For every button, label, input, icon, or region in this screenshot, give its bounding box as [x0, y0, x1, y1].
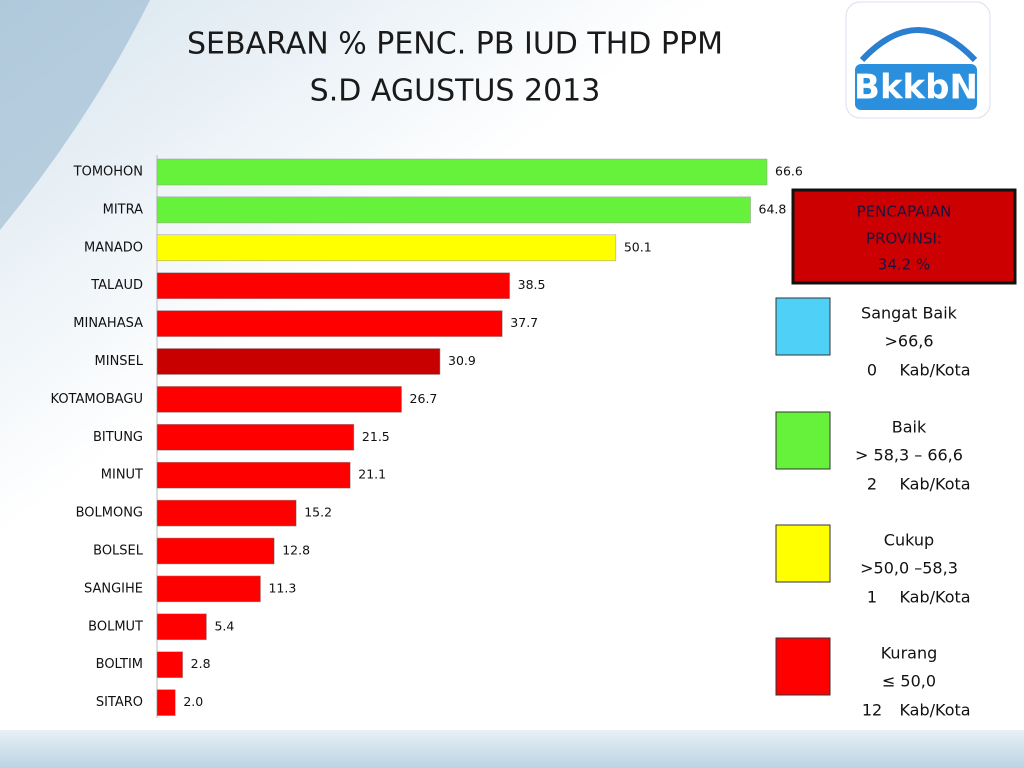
value-label: 66.6 [775, 164, 803, 179]
legend-count: 2 [867, 475, 877, 494]
legend-label: Kurang [881, 644, 938, 663]
annotation: PROVINSI: [866, 230, 942, 248]
annotation: PENCAPAIAN [857, 203, 952, 221]
bar [156, 613, 207, 641]
y-tick-label: MINUT [101, 468, 143, 483]
bar [156, 234, 617, 262]
bar [156, 348, 441, 375]
bar [156, 651, 183, 678]
y-tick-label: MANADO [84, 240, 143, 255]
value-label: 2.0 [183, 694, 203, 709]
bar [156, 196, 751, 224]
value-label: 21.5 [362, 429, 390, 444]
value-label: 21.1 [358, 467, 386, 482]
legend-range: >66,6 [884, 332, 933, 351]
y-tick-label: TALAUD [90, 278, 143, 293]
logo-arc [859, 27, 978, 63]
legend-unit: Kab/Kota [899, 588, 970, 607]
legend-unit: Kab/Kota [899, 361, 970, 380]
value-label: 15.2 [304, 505, 332, 520]
value-label: 38.5 [518, 277, 546, 292]
annotation: 34.2 % [878, 256, 930, 274]
value-label: 30.9 [448, 353, 476, 368]
value-label: 11.3 [268, 580, 296, 595]
annotation-box [791, 188, 1017, 285]
legend-swatch [775, 524, 831, 583]
y-tick-label: SANGIHE [84, 581, 143, 596]
legend-count: 0 [867, 361, 877, 380]
decoration [0, 0, 150, 230]
y-tick-label: SITARO [96, 695, 143, 710]
legend-range: >50,0 –58,3 [860, 559, 958, 578]
value-label: 37.7 [510, 315, 538, 330]
bar [156, 386, 402, 413]
bar [156, 310, 503, 337]
y-tick-label: BOLSEL [93, 544, 144, 559]
y-tick-label: BOLMUT [88, 619, 143, 634]
y-tick-label: MINSEL [95, 354, 144, 369]
legend-count: 1 [867, 588, 877, 607]
value-label: 5.4 [214, 618, 234, 633]
footer-band [0, 730, 1024, 768]
bar [156, 461, 351, 489]
value-label: 12.8 [282, 543, 310, 558]
y-tick-label: BOLTIM [96, 657, 143, 672]
legend-label: Sangat Baik [861, 304, 958, 323]
bar [156, 424, 355, 451]
y-tick-label: TOMOHON [73, 165, 143, 180]
legend-unit: Kab/Kota [899, 701, 970, 720]
legend-swatch [775, 297, 831, 356]
logo-text: BkkbN [854, 68, 978, 108]
title-line: S.D AGUSTUS 2013 [310, 74, 601, 109]
legend-range: ≤ 50,0 [882, 672, 936, 691]
legend-count: 12 [862, 701, 882, 720]
bar [156, 158, 768, 186]
legend-swatch [775, 411, 831, 470]
value-label: 26.7 [410, 391, 438, 406]
bar [156, 272, 510, 299]
y-tick-label: BOLMONG [76, 506, 143, 521]
legend-label: Cukup [884, 531, 934, 550]
y-tick-label: MITRA [103, 202, 143, 217]
value-label: 50.1 [624, 239, 652, 254]
value-label: 2.8 [191, 656, 211, 671]
legend-label: Baik [892, 418, 927, 437]
y-tick-label: BITUNG [93, 430, 143, 445]
bar [156, 689, 176, 716]
legend-swatch [775, 637, 831, 696]
legend-unit: Kab/Kota [899, 475, 970, 494]
bar [156, 499, 297, 527]
legend-range: > 58,3 – 66,6 [855, 446, 963, 465]
bar [156, 537, 275, 565]
title-line: SEBARAN % PENC. PB IUD THD PPM [187, 27, 723, 62]
logo-box [855, 64, 977, 110]
bar [156, 575, 261, 603]
y-tick-label: KOTAMOBAGU [51, 392, 144, 407]
value-label: 64.8 [759, 201, 787, 216]
y-tick-label: MINAHASA [73, 316, 143, 331]
